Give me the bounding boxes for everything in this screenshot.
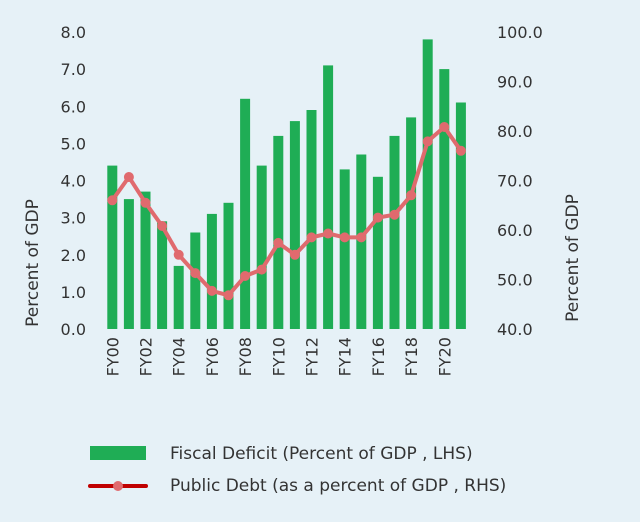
- bar-deficit-FY17: [389, 135, 400, 329]
- legend-swatch-debt-marker: [113, 481, 123, 491]
- x-tick-label: FY04: [170, 337, 189, 376]
- left-tick-label: 7.0: [61, 60, 86, 79]
- x-tick-label: FY02: [137, 337, 156, 376]
- point-debt-FY13: [323, 228, 334, 239]
- right-tick-label: 60.0: [497, 221, 533, 240]
- bar-deficit-FY18: [406, 117, 417, 330]
- bar-deficit-FY07: [223, 202, 234, 329]
- x-tick-label: FY16: [369, 337, 388, 376]
- legend-swatch-deficit: [90, 446, 146, 460]
- left-tick-label: 5.0: [61, 134, 86, 153]
- right-tick-label: 90.0: [497, 73, 533, 92]
- point-debt-FY16: [372, 212, 383, 223]
- bar-deficit-FY12: [306, 110, 317, 329]
- right-tick-label: 100.0: [497, 23, 543, 42]
- legend-label-debt: Public Debt (as a percent of GDP , RHS): [170, 476, 506, 496]
- left-tick-label: 0.0: [61, 320, 86, 339]
- bar-deficit-FY08: [240, 98, 251, 329]
- point-debt-FY20: [439, 122, 450, 132]
- legend-label-deficit: Fiscal Deficit (Percent of GDP , LHS): [170, 444, 473, 464]
- right-tick-label: 70.0: [497, 172, 533, 191]
- point-debt-FY17: [389, 209, 400, 220]
- bar-deficit-FY16: [372, 176, 383, 329]
- left-tick-label: 6.0: [61, 97, 86, 116]
- right-tick-label: 50.0: [497, 271, 533, 290]
- point-debt-FY06: [206, 285, 217, 296]
- left-axis-ticks: 0.0 1.0 2.0 3.0 4.0 5.0 6.0 7.0 8.0: [61, 23, 86, 339]
- bar-deficit-FY10: [273, 135, 284, 329]
- point-debt-FY11: [289, 249, 300, 260]
- bar-deficit-FY13: [323, 65, 334, 330]
- x-tick-label: FY10: [269, 337, 288, 376]
- bar-deficit-FY11: [289, 121, 300, 329]
- bar-deficit-FY06: [206, 213, 217, 329]
- x-tick-label: FY18: [402, 337, 421, 376]
- point-debt-FY19: [422, 136, 433, 147]
- point-debt-FY21: [455, 145, 466, 156]
- x-tick-label: FY06: [203, 337, 222, 376]
- left-axis-title: Percent of GDP: [23, 199, 43, 327]
- point-debt-FY12: [306, 232, 317, 243]
- line-public-debt: [110, 125, 463, 298]
- bar-deficit-FY01: [123, 199, 134, 329]
- point-debt-FY07: [223, 290, 234, 301]
- left-tick-label: 1.0: [61, 283, 86, 302]
- point-debt-FY18: [406, 190, 417, 201]
- point-debt-FY05: [190, 268, 201, 279]
- bar-deficit-FY19: [422, 39, 433, 330]
- left-tick-label: 3.0: [61, 209, 86, 228]
- point-debt-FY09: [256, 264, 267, 275]
- bar-deficit-FY09: [256, 165, 267, 329]
- bar-deficit-FY00: [107, 165, 118, 329]
- x-axis-ticks: FY00 FY02 FY04 FY06 FY08 FY10 FY12 FY14 FY16 FY18…: [103, 337, 454, 376]
- bar-deficit-FY05: [190, 232, 201, 329]
- bar-deficit-FY02: [140, 191, 151, 329]
- right-axis-title: Percent of GDP: [563, 194, 583, 322]
- bar-deficit-FY04: [173, 265, 184, 329]
- line-layer: [107, 122, 466, 301]
- bar-deficit-FY03: [157, 221, 168, 329]
- left-tick-label: 8.0: [61, 23, 86, 42]
- x-tick-label: FY08: [236, 337, 255, 376]
- left-tick-label: 4.0: [61, 172, 86, 191]
- point-debt-FY15: [356, 232, 367, 243]
- left-tick-label: 2.0: [61, 246, 86, 265]
- bar-deficit-FY21: [455, 102, 466, 329]
- x-tick-label: FY14: [336, 337, 355, 376]
- x-tick-label: FY20: [435, 337, 454, 376]
- point-debt-FY03: [157, 221, 168, 231]
- point-debt-FY02: [140, 197, 151, 208]
- x-tick-label: FY12: [303, 337, 322, 376]
- point-debt-FY01: [123, 172, 134, 182]
- right-tick-label: 40.0: [497, 320, 533, 339]
- point-debt-FY08: [240, 271, 251, 281]
- point-debt-FY10: [273, 237, 284, 248]
- x-tick-label: FY00: [103, 337, 122, 376]
- right-tick-label: 80.0: [497, 122, 533, 141]
- point-debt-FY00: [107, 195, 118, 206]
- legend: Fiscal Deficit (Percent of GDP , LHS) Pu…: [88, 444, 506, 496]
- bar-deficit-FY14: [339, 169, 350, 329]
- right-axis-ticks: 40.0 50.0 60.0 70.0 80.0 90.0 100.0: [497, 23, 543, 339]
- bar-deficit-FY20: [439, 69, 450, 329]
- bars-layer: [107, 39, 466, 330]
- point-debt-FY04: [173, 249, 184, 260]
- point-debt-FY14: [339, 232, 350, 243]
